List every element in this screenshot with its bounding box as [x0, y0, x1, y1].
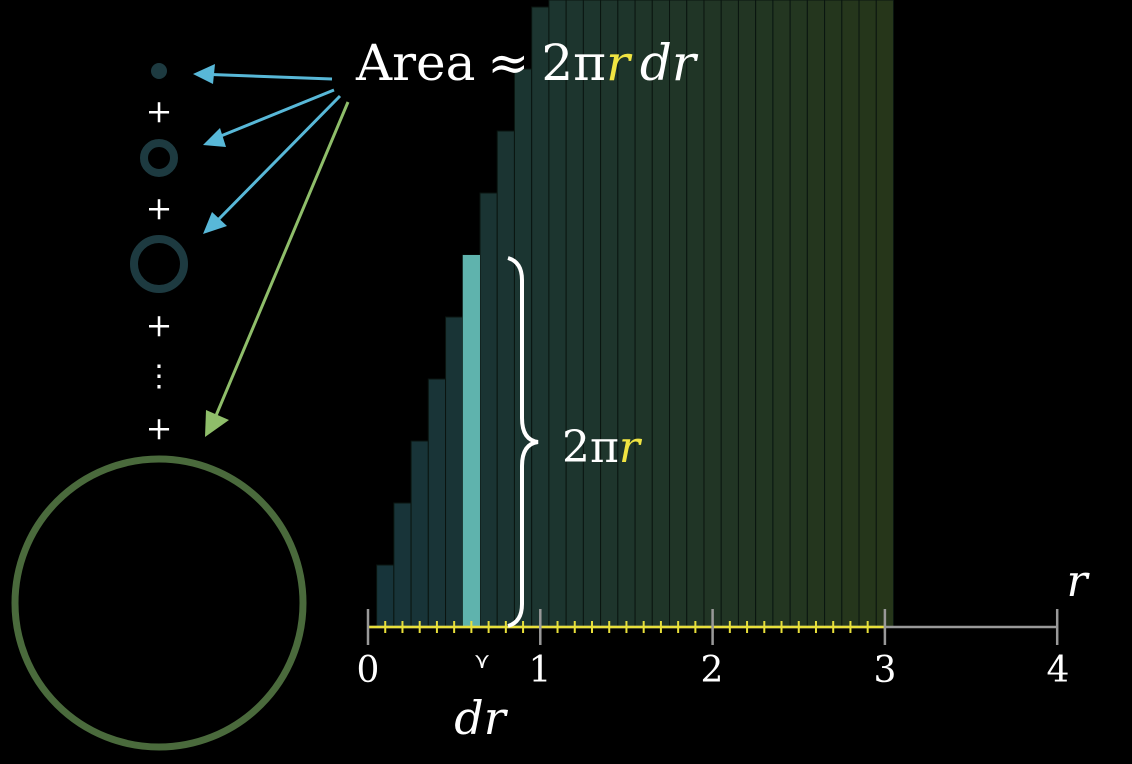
- bar-r-1.8: [669, 0, 688, 628]
- arrow-to-medium-ring: [212, 94, 342, 226]
- area-word: Area: [355, 34, 475, 92]
- ring-small: [140, 139, 178, 177]
- bar-r-2.3: [755, 0, 774, 628]
- bar-r-3: [875, 0, 895, 628]
- bar-r-2.1: [720, 0, 739, 628]
- bar-r-1.4: [600, 0, 619, 628]
- bar-r-2.7: [824, 0, 843, 628]
- arrow-head-medium-ring-icon: [203, 212, 227, 234]
- bar-r-1: [531, 6, 550, 628]
- bar-r-0.5: [445, 316, 464, 628]
- brace-group: 2πr: [507, 256, 643, 628]
- ring-dot: [151, 63, 167, 79]
- bar-r-1.1: [548, 0, 567, 628]
- bar-r-2.4: [772, 0, 791, 628]
- bar-r-0.7: [479, 192, 498, 628]
- arrow-head-small-ring-icon: [203, 128, 226, 147]
- tick-label-0: 0: [357, 650, 380, 691]
- arrow-to-large-ring: [213, 101, 350, 419]
- bar-r-1.6: [634, 0, 653, 628]
- arrow-head-large-ring-icon: [205, 410, 229, 437]
- formula-two-pi: 2π: [541, 34, 606, 92]
- arrow-to-dot: [197, 72, 333, 81]
- bar-r-1.7: [651, 0, 671, 628]
- bar-r-1.3: [582, 0, 602, 628]
- tick-label-2: 2: [701, 650, 724, 691]
- tick-label-1: 1: [529, 650, 552, 691]
- bar-r-0.3: [410, 440, 429, 628]
- curly-brace: [507, 256, 539, 628]
- bar-r-0.4: [427, 378, 447, 628]
- plus-sign-4: +: [146, 409, 173, 447]
- plus-sign-1: +: [146, 92, 173, 130]
- approx-symbol: ≈: [487, 34, 529, 92]
- bar-r-2.2: [737, 0, 757, 628]
- bar-r-0.8: [496, 130, 515, 628]
- area-formula: Area ≈2πr dr: [355, 34, 699, 92]
- arrow-to-small-ring: [210, 88, 335, 142]
- axis-variable-label: r: [1066, 556, 1090, 607]
- bar-r-0.1: [376, 564, 395, 628]
- bar-r-1.9: [686, 0, 705, 628]
- dr-label: dr: [454, 691, 508, 745]
- highlighted-bar: [462, 255, 480, 627]
- formula-dr: dr: [640, 34, 699, 92]
- plus-sign-3: +: [146, 306, 173, 344]
- bar-r-1.2: [565, 0, 584, 628]
- arrows: [193, 64, 350, 437]
- major-tick-marks: [366, 609, 1059, 645]
- bar-r-1.5: [617, 0, 636, 628]
- bar-r-2.6: [806, 0, 826, 628]
- dr-marker-icon: ⋎: [474, 649, 490, 674]
- highlighted-bar-group: [462, 255, 480, 627]
- formula-r: r: [606, 34, 633, 92]
- bar-series: [376, 0, 895, 628]
- tick-label-3: 3: [874, 650, 897, 691]
- ring-medium: [130, 235, 188, 293]
- brace-label-two-pi: 2π: [562, 422, 619, 473]
- arrow-head-dot-icon: [193, 64, 215, 84]
- bar-r-2.9: [858, 0, 877, 628]
- bar-r-0.2: [393, 502, 412, 628]
- bar-r-2.8: [841, 0, 860, 628]
- tick-label-4: 4: [1047, 650, 1070, 691]
- brace-label-r: r: [619, 422, 643, 473]
- r-axis: 0 1 2 3 4 r: [357, 556, 1091, 691]
- ring-large: [11, 455, 307, 751]
- bar-r-2: [703, 0, 722, 628]
- plus-sign-2: +: [146, 189, 173, 227]
- bar-r-2.5: [789, 0, 808, 628]
- brace-label: 2πr: [562, 422, 643, 473]
- ring-sum-column: + + + ⋮ +: [11, 63, 307, 751]
- vertical-ellipsis: ⋮: [144, 359, 174, 394]
